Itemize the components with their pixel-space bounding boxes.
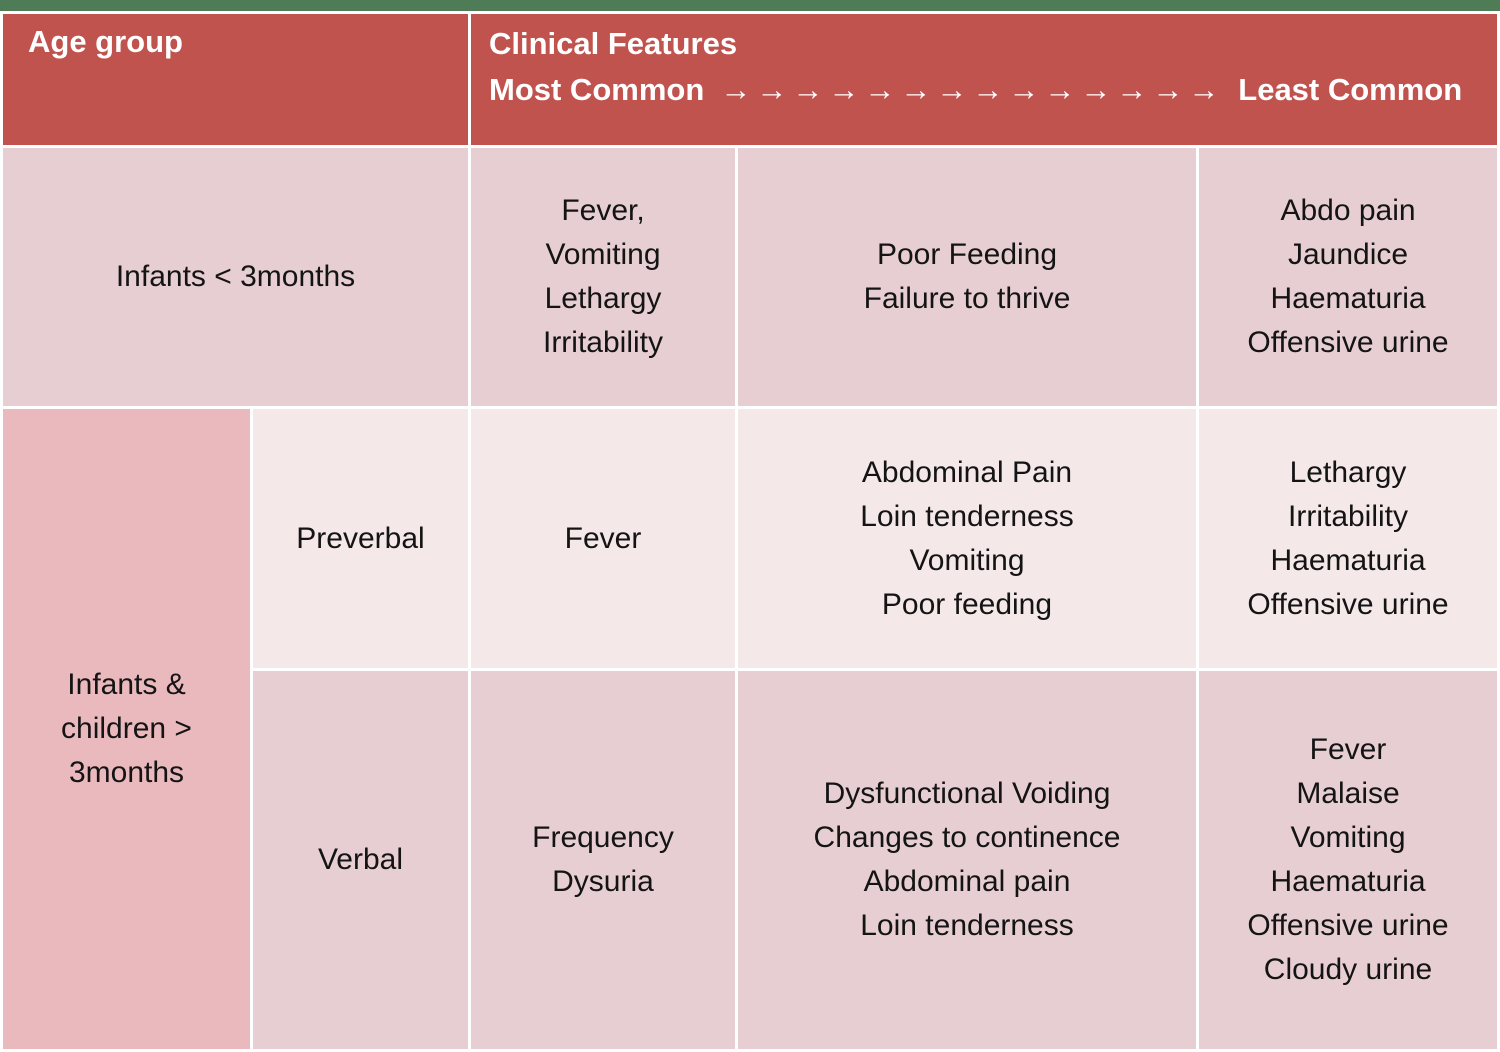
least-common-label: Least Common — [1238, 72, 1463, 107]
cell-infants-middle-features: Poor Feeding Failure to thrive — [738, 148, 1196, 406]
cell-verbal-middle-features: Dysfunctional Voiding Changes to contine… — [738, 671, 1196, 1049]
most-common-label: Most Common — [489, 72, 705, 107]
clinical-features-table: Age group Clinical Features Most Common →… — [0, 11, 1500, 1052]
age-group-header-label: Age group — [28, 24, 183, 59]
header-age-group: Age group — [3, 14, 468, 145]
cell-verbal-most-common-features: Frequency Dysuria — [471, 671, 735, 1049]
arrow-run-icon: →→→→→→→→→→→→→→ — [720, 72, 1225, 107]
cell-preverbal-least-common-features: Lethargy Irritability Haematuria Offensi… — [1199, 409, 1498, 668]
cell-preverbal-most-common-features: Fever — [471, 409, 735, 668]
header-row: Age group Clinical Features Most Common →… — [3, 14, 1498, 145]
cell-age-infants-under-3months: Infants < 3months — [3, 148, 468, 406]
row-infants-under-3months: Infants < 3months Fever, Vomiting Lethar… — [3, 148, 1498, 406]
cell-infants-least-common-features: Abdo pain Jaundice Haematuria Offensive … — [1199, 148, 1498, 406]
cell-age-infants-children-over-3months: Infants & children > 3months — [3, 409, 250, 1049]
commonality-scale: Most Common →→→→→→→→→→→→→→ Least Common — [489, 67, 1497, 113]
slide-top-bar — [0, 0, 1500, 11]
header-clinical-features: Clinical Features Most Common →→→→→→→→→→→… — [471, 14, 1498, 145]
row-preverbal: Infants & children > 3months Preverbal F… — [3, 409, 1498, 1049]
cell-preverbal-middle-features: Abdominal Pain Loin tenderness Vomiting … — [738, 409, 1196, 668]
cell-subgroup-preverbal: Preverbal — [253, 409, 468, 668]
cell-verbal-least-common-features: Fever Malaise Vomiting Haematuria Offens… — [1199, 671, 1498, 1049]
row-verbal: Verbal Frequency Dysuria Dysfunctional V… — [3, 671, 1498, 1049]
cell-subgroup-verbal: Verbal — [253, 671, 468, 1049]
cell-infants-most-common-features: Fever, Vomiting Lethargy Irritability — [471, 148, 735, 406]
clinical-features-title: Clinical Features — [489, 26, 738, 61]
